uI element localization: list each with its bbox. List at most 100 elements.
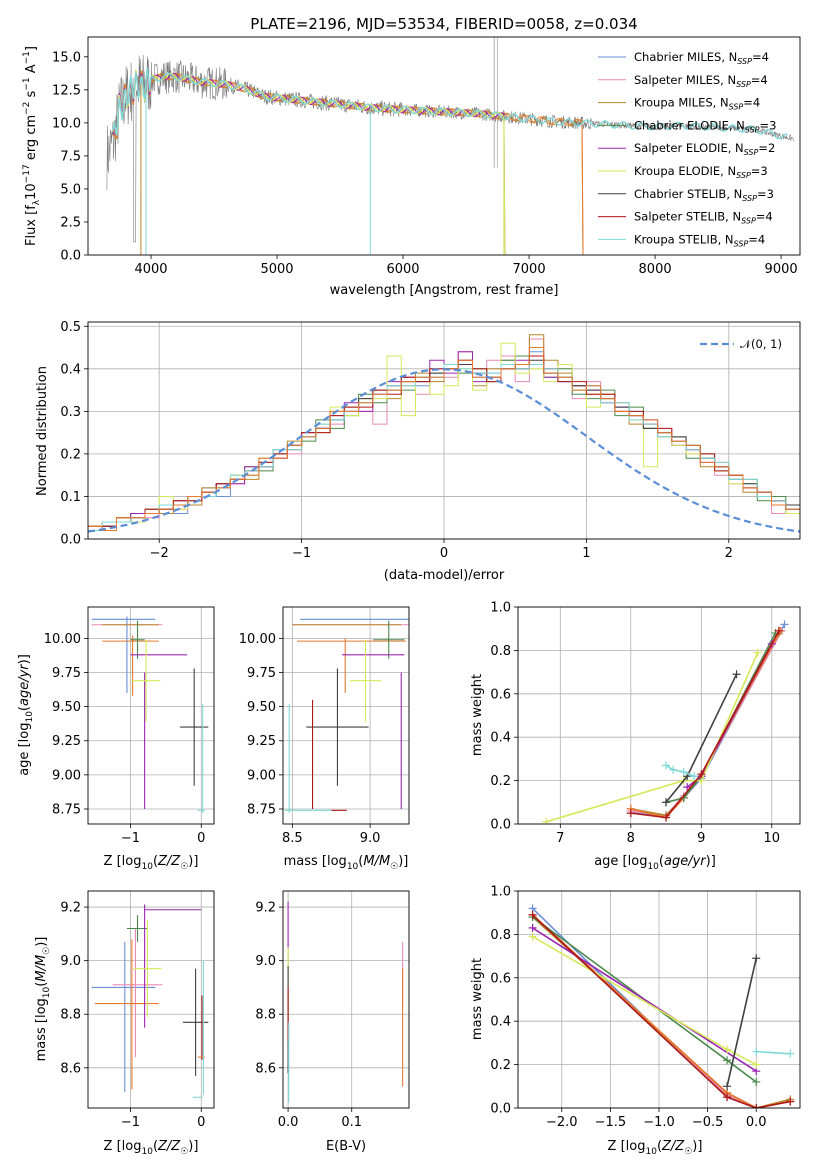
x-tick-label: 7000 <box>513 262 546 277</box>
mwAge-xlabel: age [log10(age/yr)] <box>594 854 716 872</box>
series-marker <box>662 761 671 770</box>
y-tick-label: 9.00 <box>52 768 81 783</box>
y-tick-label: 0.6 <box>490 971 511 986</box>
spectrum-panel: 4000 5000 6000 7000 8000 9000 0.0 2.5 5.0 7.5 10.0… <box>52 36 801 277</box>
y-tick-label: 8.75 <box>52 802 81 817</box>
y-tick-label: 0.0 <box>490 1102 511 1117</box>
ageM-xlabel: mass [log10(M/M☉)] <box>284 854 409 872</box>
svg-text:mass weight: mass weight <box>470 674 485 756</box>
series-marker <box>528 910 537 919</box>
normal-curve <box>88 368 800 533</box>
axes-frame <box>87 890 215 1109</box>
y-tick-label: 0.8 <box>490 928 511 943</box>
plot-area <box>542 620 789 824</box>
series-line <box>726 958 757 1087</box>
y-tick-label: 8.6 <box>255 1061 276 1076</box>
x-tick-label: −2 <box>150 546 169 561</box>
mwZ-xlabel: Z [log10(Z/Z☉)] <box>608 1139 703 1157</box>
x-tick-label: 8.5 <box>282 831 303 846</box>
x-tick-label: 5000 <box>260 262 293 277</box>
series-line <box>545 652 759 823</box>
axes-frame <box>282 890 410 1109</box>
y-tick-label: 0.0 <box>60 249 81 264</box>
x-tick-label: 0.1 <box>341 1115 362 1130</box>
spectrum-model-line <box>112 67 788 140</box>
legend-label: Chabrier ELODIE, NSSP=3 <box>634 118 776 134</box>
series-marker <box>690 772 699 781</box>
series-marker <box>626 809 635 818</box>
plot-area <box>91 904 209 1098</box>
plot-area <box>284 618 409 814</box>
svg-text:mass weight: mass weight <box>470 958 485 1040</box>
x-tick-label: 6000 <box>386 262 419 277</box>
ageZ-xlabel: Z [log10(Z/Z☉)] <box>104 854 199 872</box>
series-marker <box>723 1045 732 1054</box>
series-marker <box>697 770 706 779</box>
series-marker <box>669 765 678 774</box>
legend-label: Kroupa ELODIE, NSSP=3 <box>634 164 768 180</box>
series-marker <box>752 1060 761 1069</box>
legend-label: 𝒩(0, 1) <box>740 337 782 351</box>
x-tick-label: −1 <box>292 546 311 561</box>
y-tick-label: 15.0 <box>52 50 81 65</box>
y-tick-label: 8.6 <box>60 1061 81 1076</box>
y-tick-label: 10.00 <box>239 632 276 647</box>
y-tick-label: 9.00 <box>247 768 276 783</box>
series-marker <box>662 798 671 807</box>
x-tick-label: −1.0 <box>643 1115 675 1130</box>
y-tick-label: 0.6 <box>490 687 511 702</box>
y-tick-label: 9.25 <box>52 734 81 749</box>
svg-text:mass [log10(M/M☉)]: mass [log10(M/M☉)] <box>34 937 52 1062</box>
y-tick-label: 0.4 <box>490 731 511 746</box>
series-marker <box>723 1056 732 1065</box>
svg-text:age [log10(age/yr)]: age [log10(age/yr)] <box>17 654 35 776</box>
x-tick-label: −1 <box>121 831 140 846</box>
spectrum-data-line <box>106 55 794 243</box>
legend-label: Salpeter MILES, NSSP=4 <box>634 73 768 89</box>
y-tick-label: 9.0 <box>255 954 276 969</box>
series-marker <box>723 1093 732 1102</box>
y-tick-label: 0.2 <box>490 774 511 789</box>
massweight-vs-z-panel: −2.0 −1.5 −1.0 −0.5 0.0 0.0 0.2 0.4 0.6 0.8 1.0 <box>490 885 801 1130</box>
y-tick-label: 8.8 <box>255 1008 276 1023</box>
svg-text:Normed distribution: Normed distribution <box>35 366 50 496</box>
y-tick-label: 1.0 <box>490 885 511 900</box>
y-tick-label: 9.2 <box>60 901 81 916</box>
y-tick-label: 9.0 <box>60 954 81 969</box>
y-tick-label: 9.75 <box>52 666 81 681</box>
series-marker <box>780 620 789 629</box>
x-tick-label: 1 <box>582 546 590 561</box>
series-marker <box>528 923 537 932</box>
x-tick-label: −0.5 <box>692 1115 724 1130</box>
y-tick-label: 0.4 <box>60 362 81 377</box>
mass-vs-z-panel: −1 0 8.6 8.8 9.0 9.2 <box>60 890 215 1130</box>
x-tick-label: 2 <box>725 546 733 561</box>
legend-label: Kroupa STELIB, NSSP=4 <box>634 232 765 248</box>
series-marker <box>528 932 537 941</box>
x-tick-label: 8 <box>627 831 635 846</box>
series-marker <box>786 1049 795 1058</box>
series-line <box>756 1050 791 1055</box>
axes-frame <box>87 36 801 256</box>
axes-frame <box>87 321 801 540</box>
x-tick-label: 7 <box>556 831 564 846</box>
massZ-xlabel: Z [log10(Z/Z☉)] <box>104 1139 199 1157</box>
axes-frame <box>517 606 801 825</box>
y-tick-label: 0.4 <box>490 1015 511 1030</box>
series-marker <box>542 817 551 824</box>
residuals-ylabel: Normed distribution <box>35 366 50 496</box>
y-tick-label: 1.0 <box>490 601 511 616</box>
legend-label: Chabrier STELIB, NSSP=3 <box>634 187 774 203</box>
series-marker <box>723 1082 732 1091</box>
massZ-ylabel: mass [log10(M/M☉)] <box>34 937 52 1062</box>
y-tick-label: 0.5 <box>60 320 81 335</box>
series-line <box>532 927 757 1072</box>
y-tick-label: 8.75 <box>247 802 276 817</box>
x-tick-label: 9.0 <box>360 831 381 846</box>
series-marker <box>774 626 783 635</box>
y-tick-label: 9.2 <box>255 901 276 916</box>
svg-text:Flux [fλ10−17 erg cm−2 s−1 A−1: Flux [fλ10−17 erg cm−2 s−1 A−1] <box>22 46 42 246</box>
y-tick-label: 12.5 <box>52 83 81 98</box>
